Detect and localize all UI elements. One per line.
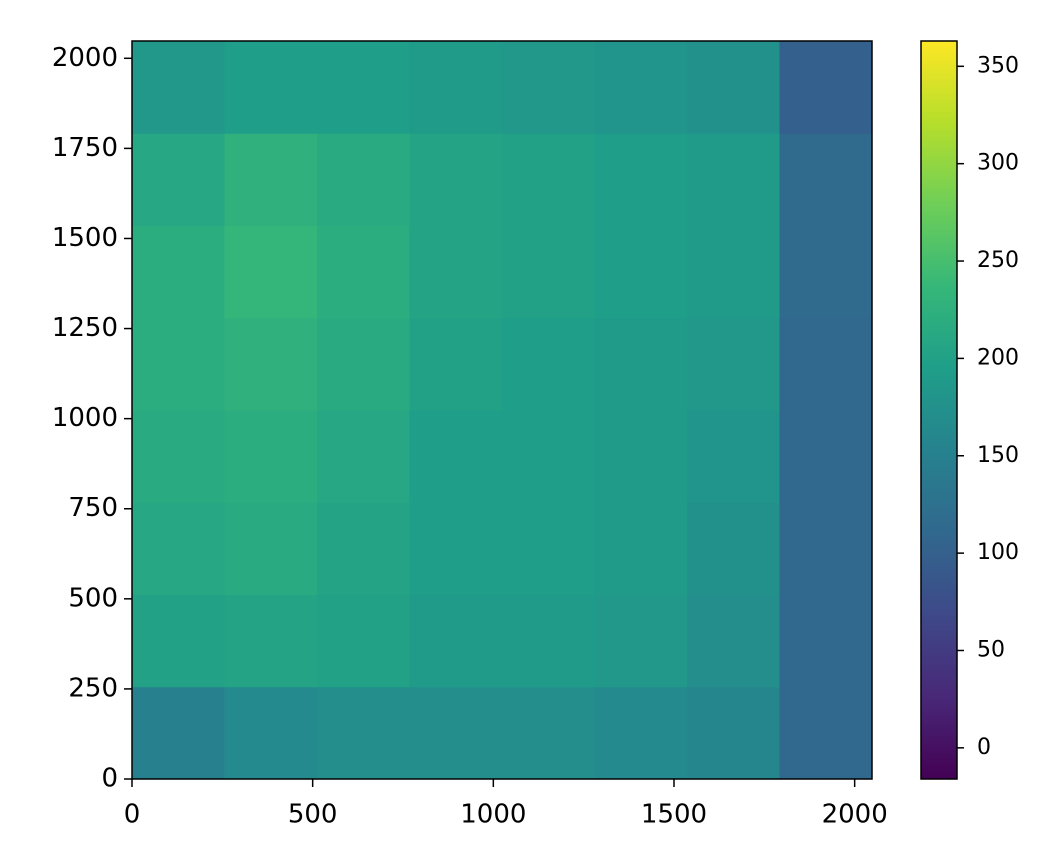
heatmap-cell bbox=[132, 133, 225, 226]
heatmap-cell bbox=[317, 686, 410, 780]
heatmap-cell bbox=[409, 225, 503, 319]
heatmap-cell bbox=[594, 133, 688, 226]
heatmap-cell bbox=[409, 594, 503, 688]
heatmap-cell bbox=[779, 225, 873, 319]
heatmap-cell bbox=[687, 502, 780, 595]
heatmap-cell bbox=[224, 502, 318, 595]
heatmap-cell bbox=[502, 225, 595, 319]
heatmap-cell bbox=[779, 317, 873, 411]
colorbar-tick-label: 300 bbox=[977, 151, 1019, 176]
heatmap-cell bbox=[687, 686, 780, 780]
x-tick-label: 1500 bbox=[641, 800, 707, 830]
heatmap-cell bbox=[224, 410, 318, 503]
colorbar-tick-label: 50 bbox=[977, 637, 1005, 662]
heatmap-cell bbox=[224, 686, 318, 780]
heatmap-cell bbox=[594, 41, 688, 134]
heatmap-cell bbox=[594, 317, 688, 411]
colorbar-tick-label: 250 bbox=[977, 248, 1019, 273]
y-tick-label: 250 bbox=[68, 673, 118, 703]
heatmap-cell bbox=[409, 410, 503, 503]
y-tick-label: 1500 bbox=[52, 223, 118, 253]
heatmap-cell bbox=[317, 133, 410, 226]
heatmap-cell bbox=[317, 410, 410, 503]
colorbar bbox=[920, 40, 958, 780]
heatmap-cell bbox=[594, 502, 688, 595]
colorbar-tick-label: 100 bbox=[977, 540, 1019, 565]
heatmap-cell bbox=[779, 502, 873, 595]
colorbar-tick-label: 150 bbox=[977, 443, 1019, 468]
heatmap-cell bbox=[224, 41, 318, 134]
heatmap-cell bbox=[132, 225, 225, 319]
x-tick-label: 500 bbox=[288, 800, 338, 830]
heatmap-cell bbox=[132, 502, 225, 595]
y-tick-label: 2000 bbox=[52, 43, 118, 73]
heatmap-cell bbox=[779, 410, 873, 503]
heatmap-cell bbox=[317, 594, 410, 688]
heatmap-cell bbox=[502, 133, 595, 226]
heatmap-cell bbox=[687, 133, 780, 226]
heatmap-cell bbox=[502, 317, 595, 411]
heatmap-cell bbox=[779, 133, 873, 226]
heatmap-cell bbox=[409, 686, 503, 780]
heatmap-cell bbox=[224, 594, 318, 688]
heatmap-cell bbox=[502, 502, 595, 595]
y-tick-label: 500 bbox=[68, 583, 118, 613]
heatmap-cell bbox=[224, 225, 318, 319]
heatmap-cell bbox=[687, 410, 780, 503]
colorbar-tick-label: 350 bbox=[977, 53, 1019, 78]
heatmap-cell bbox=[502, 41, 595, 134]
heatmap-cell bbox=[317, 225, 410, 319]
heatmap-cell bbox=[132, 41, 225, 134]
heatmap-cell bbox=[224, 133, 318, 226]
heatmap-cell bbox=[687, 41, 780, 134]
heatmap-cell bbox=[687, 317, 780, 411]
heatmap-cell bbox=[687, 225, 780, 319]
plot-frame bbox=[131, 40, 873, 780]
heatmap-cell bbox=[779, 41, 873, 134]
heatmap-cell bbox=[317, 317, 410, 411]
y-tick-label: 1750 bbox=[52, 133, 118, 163]
heatmap-cell bbox=[687, 594, 780, 688]
heatmap-cell bbox=[132, 410, 225, 503]
heatmap-cell bbox=[317, 502, 410, 595]
y-tick-label: 1250 bbox=[52, 313, 118, 343]
colorbar-tick-label: 200 bbox=[977, 345, 1019, 370]
heatmap-cell bbox=[132, 317, 225, 411]
y-tick-label: 0 bbox=[101, 764, 118, 794]
heatmap-cell bbox=[779, 594, 873, 688]
colorbar-tick-label: 0 bbox=[977, 735, 991, 760]
heatmap-cell bbox=[132, 686, 225, 780]
heatmap-cell bbox=[317, 41, 410, 134]
heatmap-cell bbox=[502, 594, 595, 688]
heatmap-cell bbox=[409, 41, 503, 134]
heatmap-cell bbox=[224, 317, 318, 411]
heatmap-cell bbox=[779, 686, 873, 780]
heatmap-cell bbox=[594, 410, 688, 503]
heatmap-cell bbox=[594, 686, 688, 780]
heatmap-cell bbox=[132, 594, 225, 688]
heatmap-cell bbox=[594, 225, 688, 319]
x-tick-label: 1000 bbox=[460, 800, 526, 830]
heatmap-cell bbox=[594, 594, 688, 688]
x-tick-label: 2000 bbox=[822, 800, 888, 830]
y-tick-label: 1000 bbox=[52, 403, 118, 433]
heatmap-cell bbox=[502, 410, 595, 503]
heatmap-cell bbox=[409, 133, 503, 226]
x-tick-label: 0 bbox=[124, 800, 141, 830]
y-tick-label: 750 bbox=[68, 493, 118, 523]
heatmap-cell bbox=[409, 317, 503, 411]
heatmap-cell bbox=[409, 502, 503, 595]
heatmap-cell bbox=[502, 686, 595, 780]
